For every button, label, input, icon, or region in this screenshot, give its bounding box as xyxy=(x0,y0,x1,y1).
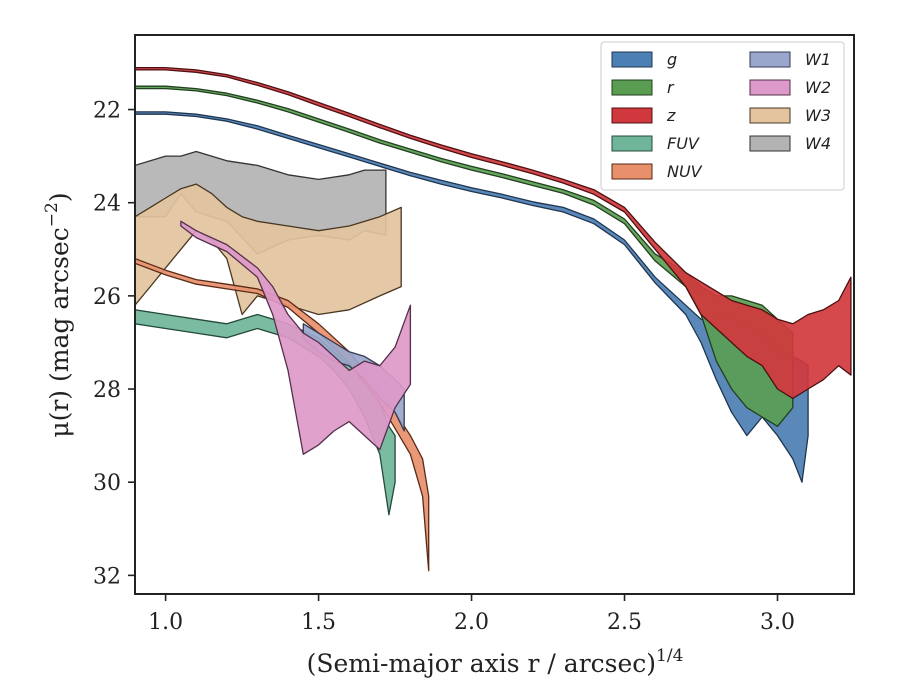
legend-label-z: z xyxy=(666,106,676,125)
series-layer xyxy=(135,66,852,572)
series-band-g xyxy=(135,111,809,483)
y-axis: 22 24 26 28 30 32 xyxy=(93,99,135,589)
y-axis-label-sup: −2 xyxy=(42,202,62,227)
y-tick-label: 26 xyxy=(93,285,121,310)
legend: grz FUV NUV W1 W2 W3 W4 xyxy=(600,41,845,191)
x-axis-label: (Semi-major axis r / arcsec)1/4 xyxy=(307,646,684,678)
series-band-z xyxy=(135,66,852,400)
x-tick-label: 2.0 xyxy=(454,610,489,635)
x-tick-label: 1.5 xyxy=(301,610,336,635)
x-tick-label: 3.0 xyxy=(760,610,795,635)
x-axis-label-sup: 1/4 xyxy=(656,646,683,666)
legend-swatch-fuv xyxy=(611,135,653,152)
y-axis-label: μ(r) (mag arcsec−2) xyxy=(42,192,74,437)
legend-label-w1: W1 xyxy=(805,50,831,69)
legend-label-w4: W4 xyxy=(805,134,831,153)
y-tick-label: 32 xyxy=(93,564,121,589)
y-tick-label: 22 xyxy=(93,99,121,124)
plot-frame xyxy=(134,34,855,595)
x-tick-label: 2.5 xyxy=(607,610,642,635)
legend-label-w3: W3 xyxy=(805,106,831,125)
y-axis-label-tail: ) xyxy=(45,192,74,202)
legend-label-nuv: NUV xyxy=(667,162,703,181)
series-band-w2 xyxy=(180,220,412,455)
legend-swatch-w1 xyxy=(749,51,791,68)
y-tick-label: 30 xyxy=(93,471,121,496)
legend-label-r: r xyxy=(667,78,675,97)
y-tick-label: 24 xyxy=(93,192,121,217)
legend-swatch-nuv xyxy=(611,163,653,180)
legend-label-g: g xyxy=(667,50,677,69)
legend-swatch-r xyxy=(611,79,653,96)
legend-swatch-w3 xyxy=(749,107,791,124)
y-tick-label: 28 xyxy=(93,378,121,403)
legend-label-w2: W2 xyxy=(805,78,831,97)
x-tick-label: 1.0 xyxy=(148,610,183,635)
legend-swatch-z xyxy=(611,107,653,124)
legend-label-fuv: FUV xyxy=(667,134,700,153)
series-band-w3 xyxy=(135,183,402,316)
legend-box xyxy=(600,41,845,191)
x-axis: 1.0 1.5 2.0 2.5 3.0 xyxy=(148,594,795,635)
legend-swatch-w2 xyxy=(749,79,791,96)
series-band-r xyxy=(135,85,794,427)
legend-swatch-w4 xyxy=(749,135,791,152)
legend-swatch-g xyxy=(611,51,653,68)
